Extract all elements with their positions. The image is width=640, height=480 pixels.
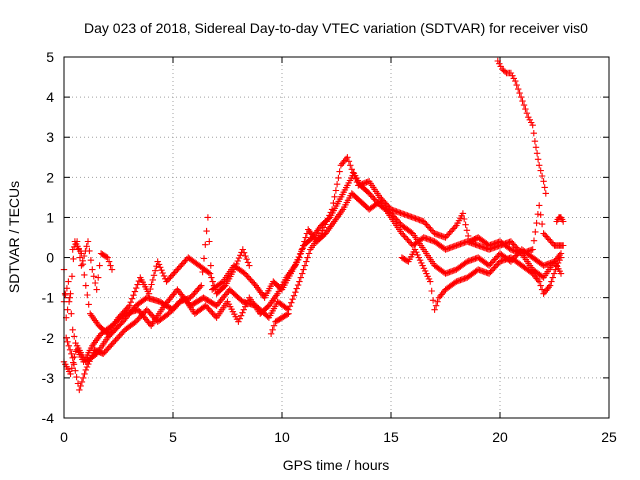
y-tick-label: 3: [46, 129, 54, 145]
series-arc-c: [63, 190, 567, 394]
series-arc-f: [267, 310, 292, 337]
y-tick-label: 4: [46, 89, 54, 105]
data-markers: [267, 310, 292, 337]
x-tick-label: 15: [383, 429, 399, 445]
data-markers: [494, 57, 549, 197]
x-axis-label: GPS time / hours: [283, 457, 390, 473]
series-arc-e: [69, 238, 116, 293]
x-tick-label: 5: [169, 429, 177, 445]
y-tick-label: 5: [46, 49, 54, 65]
data-markers: [553, 214, 567, 225]
series-arc-g: [398, 246, 565, 313]
y-tick-label: 1: [46, 209, 54, 225]
y-tick-label: -1: [42, 290, 55, 306]
x-tick-label: 25: [601, 429, 617, 445]
x-tick-label: 10: [274, 429, 290, 445]
data-markers: [63, 190, 567, 394]
chart-title: Day 023 of 2018, Sidereal Day-to-day VTE…: [84, 20, 588, 36]
y-tick-label: -4: [42, 410, 55, 426]
plot-frame: [63, 56, 610, 419]
data-markers: [69, 238, 116, 293]
x-tick-labels: 0 5 10 15 20 25: [60, 429, 617, 445]
x-tick-label: 20: [492, 429, 508, 445]
y-tick-label: -3: [42, 370, 55, 386]
y-axis-label: SDTVAR / TECUs: [6, 181, 22, 293]
y-tick-label: 2: [46, 169, 54, 185]
series-arc-i: [553, 214, 567, 225]
x-tick-label: 0: [60, 429, 68, 445]
y-tick-labels: -4 -3 -2 -1 0 1 2 3 4 5: [42, 49, 55, 426]
series-arc-h: [494, 57, 549, 197]
data-markers: [398, 246, 565, 313]
y-tick-label: -2: [42, 330, 55, 346]
y-tick-label: 0: [46, 250, 54, 266]
